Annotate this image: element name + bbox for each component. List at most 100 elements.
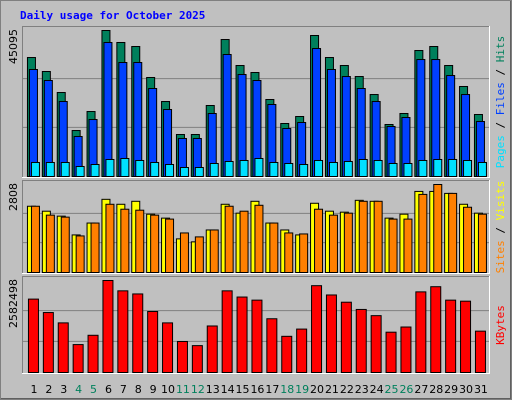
bar — [388, 218, 398, 274]
x-tick-label: 3 — [60, 383, 67, 396]
chart-title: Daily usage for October 2025 — [20, 9, 205, 22]
bar — [75, 235, 85, 274]
bar — [418, 193, 428, 273]
legend-separator: / — [494, 122, 507, 129]
bar — [194, 166, 204, 177]
y-tick-label: 2808 — [7, 183, 20, 211]
bar — [284, 232, 294, 274]
bar — [224, 160, 234, 178]
bar — [284, 162, 294, 177]
bar — [403, 218, 413, 274]
bar — [236, 296, 248, 373]
x-tick-label: 7 — [120, 383, 127, 396]
bar — [30, 205, 40, 273]
bar — [206, 325, 218, 374]
legend-separator: / — [494, 69, 507, 76]
bar — [358, 200, 368, 273]
bar — [403, 162, 413, 177]
bar — [463, 159, 473, 177]
bar — [460, 300, 472, 373]
x-tick-label: 29 — [444, 383, 458, 396]
x-tick-label: 16 — [250, 383, 264, 396]
bar — [445, 299, 457, 373]
bar — [209, 162, 219, 177]
bar — [222, 54, 232, 177]
x-tick-label: 26 — [399, 383, 413, 396]
bar — [326, 68, 336, 177]
x-tick-label: 27 — [414, 383, 428, 396]
x-tick-label: 1 — [30, 383, 37, 396]
bar — [314, 208, 324, 274]
bar — [162, 322, 174, 374]
bar — [120, 157, 130, 177]
legend-separator: / — [494, 227, 507, 234]
x-tick-label: 11 — [176, 383, 190, 396]
x-tick-label: 22 — [340, 383, 354, 396]
x-tick-label: 5 — [90, 383, 97, 396]
bar — [45, 161, 55, 177]
bar — [400, 326, 412, 374]
bar — [448, 192, 458, 273]
legend-entry: Files — [494, 82, 507, 115]
legend: Sites / Visits — [494, 181, 507, 274]
bar — [477, 161, 487, 177]
x-tick-label: 13 — [206, 383, 220, 396]
bar — [28, 68, 38, 177]
bar — [27, 298, 39, 374]
bar — [385, 331, 397, 373]
bar — [373, 159, 383, 177]
bar — [463, 206, 473, 273]
legend-entry: KBytes — [494, 305, 507, 345]
bar — [179, 166, 189, 177]
bar — [433, 184, 443, 273]
legend-entry: Hits — [494, 36, 507, 63]
bar — [90, 222, 100, 274]
bar — [254, 157, 264, 177]
x-tick-label: 2 — [45, 383, 52, 396]
bar — [281, 335, 293, 373]
bar — [448, 158, 458, 178]
bar — [150, 161, 160, 177]
x-tick-label: 30 — [459, 383, 473, 396]
bar — [72, 344, 84, 373]
bar — [328, 161, 338, 177]
x-tick-label: 23 — [355, 383, 369, 396]
bar — [340, 301, 352, 373]
bar — [474, 330, 486, 374]
bar — [132, 293, 144, 373]
bar — [266, 318, 278, 374]
bar — [45, 214, 55, 273]
bar — [30, 161, 40, 177]
x-tick-label: 17 — [265, 383, 279, 396]
bar — [150, 214, 160, 273]
bar — [120, 208, 130, 274]
x-tick-label: 10 — [161, 383, 175, 396]
bar — [42, 312, 54, 373]
bar — [430, 286, 442, 373]
legend-entry: Sites — [494, 240, 507, 273]
bar — [117, 290, 129, 374]
bar — [191, 345, 203, 374]
bar — [165, 163, 175, 178]
bar — [431, 59, 441, 177]
bar — [477, 213, 487, 274]
bar — [370, 315, 382, 374]
bar — [165, 218, 175, 274]
bar — [355, 308, 367, 373]
x-tick-label: 9 — [150, 383, 157, 396]
bar — [358, 158, 368, 178]
bar — [105, 203, 115, 274]
bar — [328, 214, 338, 273]
bar — [75, 165, 85, 178]
legend-entry: Pages — [494, 135, 507, 168]
bar — [135, 159, 145, 177]
x-tick-label: 12 — [191, 383, 205, 396]
bar — [135, 209, 145, 273]
bar — [312, 48, 322, 177]
y-tick-label: 45095 — [7, 29, 20, 64]
y-tick-label: 2582498 — [7, 279, 20, 328]
x-tick-label: 31 — [474, 383, 488, 396]
bar — [60, 216, 70, 273]
bar — [224, 205, 234, 273]
legend-entry: Visits — [494, 181, 507, 221]
